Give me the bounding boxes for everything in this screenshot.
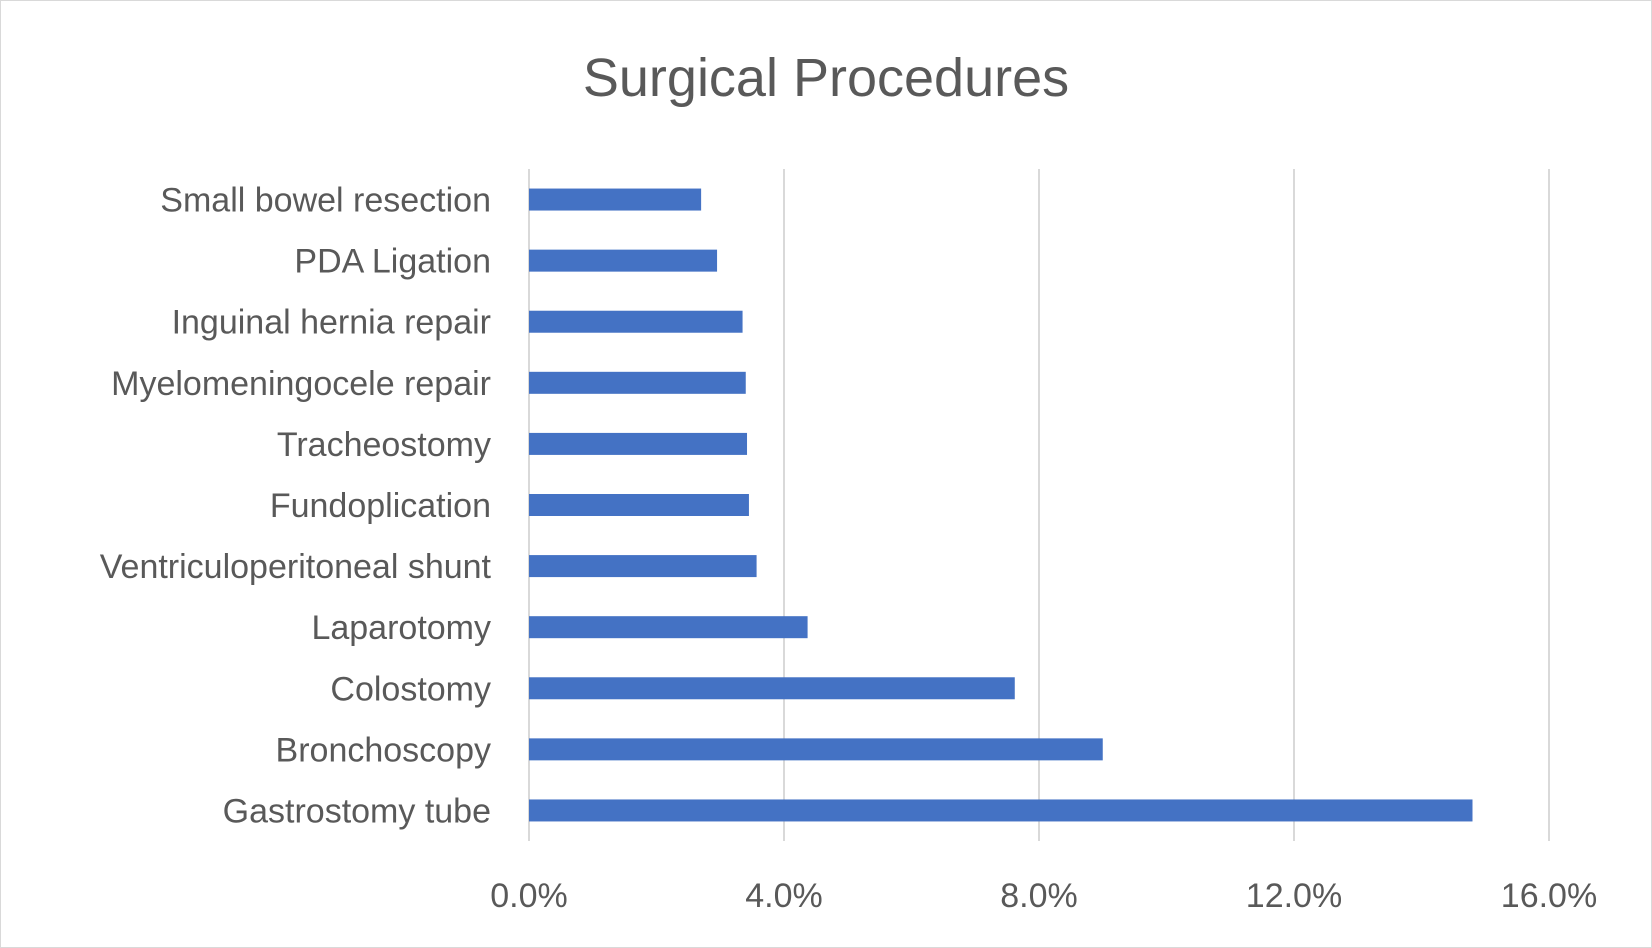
category-label: Tracheostomy xyxy=(277,426,491,464)
bar xyxy=(529,738,1103,761)
category-labels: Small bowel resection PDA Ligation Inguina… xyxy=(100,182,492,831)
x-tick-label: 4.0% xyxy=(745,877,823,915)
grid-layer xyxy=(528,169,1550,841)
bar xyxy=(529,432,748,455)
category-label: Gastrostomy tube xyxy=(223,792,491,830)
chart-title: Surgical Procedures xyxy=(583,48,1069,108)
category-label: Laparotomy xyxy=(311,609,491,647)
bar xyxy=(529,555,757,578)
bar xyxy=(529,616,808,639)
bar xyxy=(529,677,1015,700)
bar xyxy=(529,249,718,272)
bar xyxy=(529,799,1473,822)
x-axis-ticks: 0.0% 4.0% 8.0% 12.0% 16.0% xyxy=(490,877,1597,915)
category-label: Fundoplication xyxy=(270,487,491,525)
x-tick-label: 0.0% xyxy=(490,877,568,915)
category-label: Myelomeningocele repair xyxy=(111,365,491,403)
bar xyxy=(529,494,749,516)
category-label: Bronchoscopy xyxy=(276,731,491,769)
bar xyxy=(529,310,743,333)
x-tick-label: 8.0% xyxy=(1000,877,1078,915)
bar xyxy=(529,188,702,211)
bar xyxy=(529,371,746,394)
category-label: Inguinal hernia repair xyxy=(172,304,491,342)
x-tick-label: 12.0% xyxy=(1246,877,1342,915)
category-label: Ventriculoperitoneal shunt xyxy=(100,548,492,586)
category-label: Small bowel resection xyxy=(160,182,491,220)
x-tick-label: 16.0% xyxy=(1501,877,1597,915)
category-label: PDA Ligation xyxy=(294,243,491,281)
bar-layer xyxy=(529,188,1473,822)
category-label: Colostomy xyxy=(330,670,491,708)
